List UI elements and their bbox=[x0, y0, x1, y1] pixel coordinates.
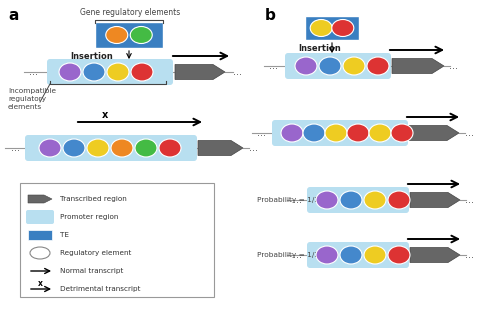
FancyArrow shape bbox=[410, 248, 460, 263]
Ellipse shape bbox=[59, 63, 81, 81]
Text: Insertion: Insertion bbox=[298, 44, 341, 53]
Text: Transcribed region: Transcribed region bbox=[60, 196, 127, 202]
Text: x: x bbox=[38, 280, 43, 289]
Ellipse shape bbox=[107, 63, 129, 81]
Text: x: x bbox=[102, 110, 108, 120]
Text: ...: ... bbox=[30, 67, 38, 77]
Ellipse shape bbox=[316, 246, 338, 264]
Ellipse shape bbox=[63, 139, 85, 157]
Ellipse shape bbox=[310, 19, 332, 37]
Text: ...: ... bbox=[466, 195, 474, 205]
Text: ...: ... bbox=[258, 128, 266, 138]
FancyArrow shape bbox=[410, 192, 460, 208]
Bar bbox=[28, 230, 52, 240]
Text: Incompatible
regulatory
elements: Incompatible regulatory elements bbox=[8, 88, 56, 110]
Ellipse shape bbox=[364, 191, 386, 209]
Ellipse shape bbox=[295, 57, 317, 75]
Ellipse shape bbox=[364, 246, 386, 264]
Ellipse shape bbox=[369, 124, 391, 142]
Text: ...: ... bbox=[466, 250, 474, 260]
FancyBboxPatch shape bbox=[47, 59, 173, 85]
Text: a: a bbox=[8, 8, 18, 23]
Ellipse shape bbox=[135, 139, 157, 157]
Ellipse shape bbox=[319, 57, 341, 75]
FancyArrow shape bbox=[198, 141, 243, 156]
Text: TE: TE bbox=[60, 232, 69, 238]
FancyArrow shape bbox=[28, 195, 52, 203]
Text: Insertion: Insertion bbox=[70, 52, 113, 61]
FancyBboxPatch shape bbox=[25, 135, 197, 161]
Ellipse shape bbox=[347, 124, 369, 142]
Ellipse shape bbox=[388, 191, 410, 209]
Ellipse shape bbox=[111, 139, 133, 157]
Text: Probability = 1/2: Probability = 1/2 bbox=[257, 197, 319, 203]
Ellipse shape bbox=[388, 246, 410, 264]
Text: Promoter region: Promoter region bbox=[60, 214, 118, 220]
FancyBboxPatch shape bbox=[305, 16, 359, 40]
Ellipse shape bbox=[159, 139, 181, 157]
Ellipse shape bbox=[30, 247, 50, 259]
FancyBboxPatch shape bbox=[307, 242, 409, 268]
Text: ...: ... bbox=[464, 128, 473, 138]
Ellipse shape bbox=[340, 191, 362, 209]
Text: ...: ... bbox=[292, 195, 302, 205]
Ellipse shape bbox=[391, 124, 413, 142]
FancyArrow shape bbox=[175, 64, 225, 80]
Ellipse shape bbox=[131, 63, 153, 81]
Text: Normal transcript: Normal transcript bbox=[60, 268, 124, 274]
FancyBboxPatch shape bbox=[20, 183, 214, 297]
FancyBboxPatch shape bbox=[95, 22, 163, 48]
Text: Detrimental transcript: Detrimental transcript bbox=[60, 286, 140, 292]
Text: b: b bbox=[265, 8, 276, 23]
FancyBboxPatch shape bbox=[307, 187, 409, 213]
Ellipse shape bbox=[303, 124, 325, 142]
Text: ...: ... bbox=[10, 143, 20, 153]
Ellipse shape bbox=[367, 57, 389, 75]
Ellipse shape bbox=[281, 124, 303, 142]
Ellipse shape bbox=[106, 27, 128, 44]
Ellipse shape bbox=[87, 139, 109, 157]
Ellipse shape bbox=[39, 139, 61, 157]
Ellipse shape bbox=[343, 57, 365, 75]
Text: Regulatory element: Regulatory element bbox=[60, 250, 132, 256]
FancyBboxPatch shape bbox=[272, 120, 408, 146]
Ellipse shape bbox=[332, 19, 354, 37]
Text: ...: ... bbox=[248, 143, 258, 153]
FancyBboxPatch shape bbox=[26, 210, 54, 224]
Text: Gene regulatory elements: Gene regulatory elements bbox=[80, 8, 180, 17]
Ellipse shape bbox=[325, 124, 347, 142]
FancyArrow shape bbox=[392, 59, 444, 74]
Text: ...: ... bbox=[292, 250, 302, 260]
Ellipse shape bbox=[340, 246, 362, 264]
FancyBboxPatch shape bbox=[285, 53, 391, 79]
Text: ...: ... bbox=[270, 61, 278, 71]
Ellipse shape bbox=[130, 27, 152, 44]
Text: ...: ... bbox=[232, 67, 241, 77]
FancyArrow shape bbox=[409, 126, 459, 141]
Text: ...: ... bbox=[450, 61, 458, 71]
Text: Probability = 1/2: Probability = 1/2 bbox=[257, 252, 319, 258]
Ellipse shape bbox=[316, 191, 338, 209]
Ellipse shape bbox=[83, 63, 105, 81]
